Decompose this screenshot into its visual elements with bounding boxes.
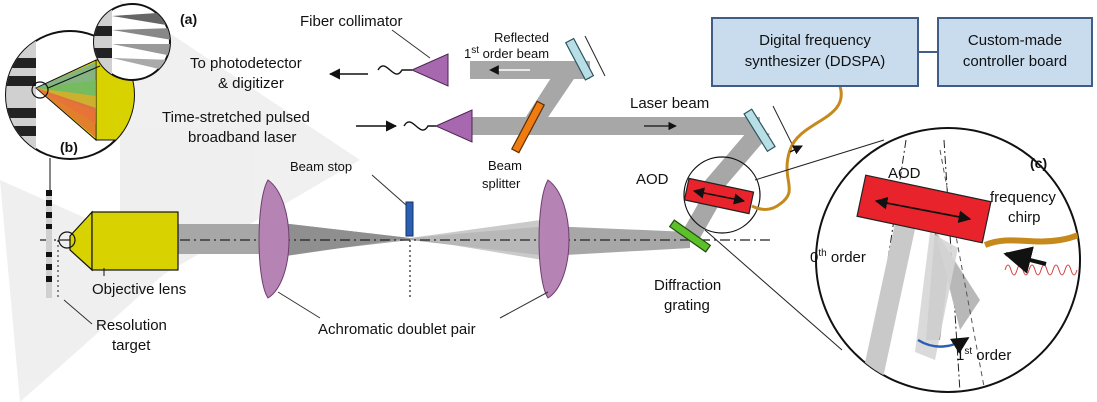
fiber-collimator-label: Fiber collimator	[300, 13, 403, 30]
controller-label-line1: Custom-made	[968, 32, 1062, 49]
lens-pointer-right	[499, 291, 549, 319]
controller-box: Custom-made controller board	[937, 17, 1093, 87]
fiber-collimator-upper	[377, 29, 449, 87]
achromatic-doublet-label: Achromatic doublet pair	[318, 321, 476, 338]
laser-beam-label: Laser beam	[630, 95, 709, 112]
mirror-to-aod-beam	[704, 126, 770, 190]
incoming-laser-beam	[470, 117, 760, 135]
frequency-chirp-arrow	[1003, 246, 1047, 274]
to-photodetector-label-line1: To photodetector	[190, 55, 302, 72]
rf-cable	[751, 85, 843, 211]
resolution-target	[46, 190, 93, 325]
diffraction-grating-label-line2: grating	[664, 297, 710, 314]
zoom-line-upper	[754, 139, 885, 181]
reflected-label-line2: 1st order beam	[464, 45, 549, 61]
beam-stop-label: Beam stop	[290, 159, 352, 174]
first-order-label: 1st order	[956, 346, 1011, 364]
reflected-label-line1: Reflected	[494, 30, 549, 45]
resolution-target-label-line2: target	[112, 337, 151, 354]
laser-source-label-line1: Time-stretched pulsed	[162, 109, 310, 126]
beam-stop-pointer	[371, 174, 407, 206]
panel-label-c: (c)	[1030, 155, 1047, 171]
ddspa-box: Digital frequency synthesizer (DDSPA)	[711, 17, 919, 87]
inset-aod-label: AOD	[888, 165, 921, 182]
zoom-line-lower	[704, 229, 843, 351]
panel-label-b: (b)	[60, 139, 78, 155]
achromatic-lens-left	[258, 179, 290, 299]
ddspa-label-line2: synthesizer (DDSPA)	[745, 53, 886, 70]
rotation-arrow	[917, 336, 970, 354]
zeroth-order-label: 0th order	[810, 248, 866, 266]
controller-label-line2: controller board	[963, 53, 1067, 70]
objective-lens	[69, 210, 179, 276]
rf-cable-arrow	[789, 145, 803, 155]
inset-aod-arrow	[874, 196, 972, 224]
objective-lens-label: Objective lens	[92, 281, 186, 298]
inset-c: AOD frequency chirp 0th order 1st order …	[810, 127, 1081, 393]
ddspa-label-line1: Digital frequency	[759, 32, 871, 49]
beam-splitter	[510, 100, 546, 154]
aod-main	[683, 156, 761, 234]
beam-splitter-label-line2: splitter	[482, 176, 521, 191]
to-photodetector-label-line2: & digitizer	[218, 75, 284, 92]
aod-label: AOD	[636, 171, 669, 188]
diffraction-grating	[668, 219, 712, 253]
achromatic-lens-right	[538, 179, 570, 299]
frequency-chirp-label-line1: frequency	[990, 189, 1056, 206]
upper-mirror	[564, 35, 606, 81]
panel-label-a: (a)	[180, 11, 197, 27]
laser-source-label-line2: broadband laser	[188, 129, 296, 146]
beam-stop	[405, 201, 414, 237]
lens-pointer-left	[277, 291, 321, 319]
diffraction-grating-label-line1: Diffraction	[654, 277, 721, 294]
lower-mirror	[743, 105, 793, 153]
resolution-target-label-line1: Resolution	[96, 317, 167, 334]
inset-a: (a)	[47, 3, 197, 89]
fiber-collimator-lower	[403, 109, 473, 143]
frequency-chirp-label-line2: chirp	[1008, 209, 1041, 226]
beam-splitter-label-line1: Beam	[488, 158, 522, 173]
